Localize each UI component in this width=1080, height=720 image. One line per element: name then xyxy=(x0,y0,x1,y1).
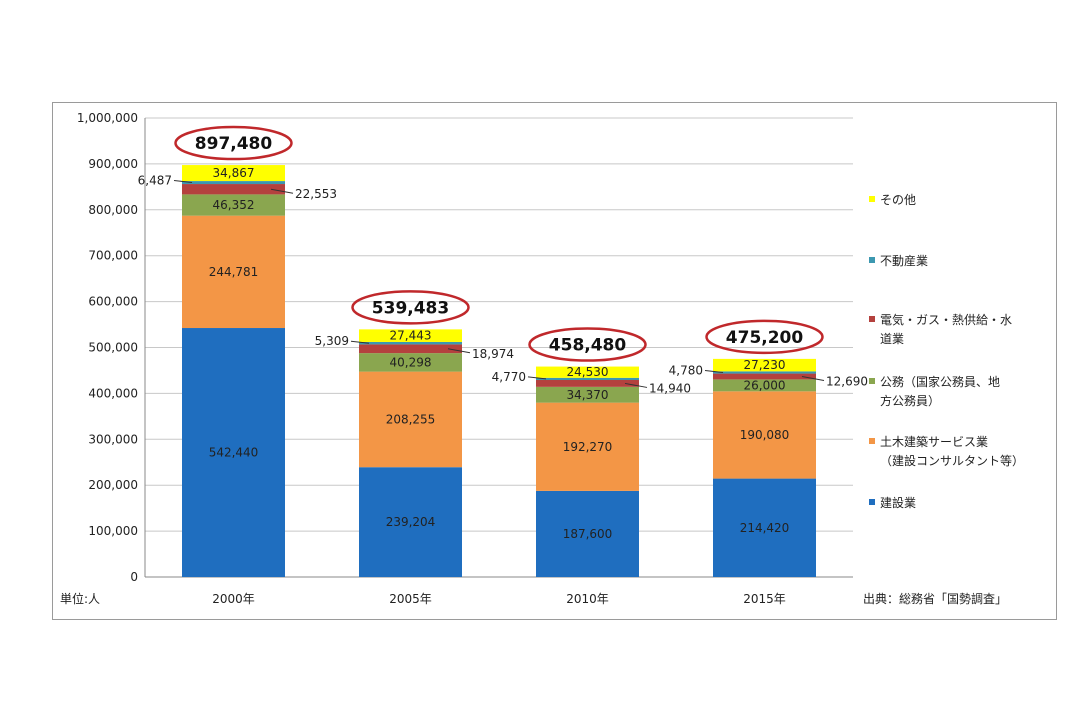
data-label: 46,352 xyxy=(213,198,255,212)
total-label: 475,200 xyxy=(726,328,804,348)
data-label: 190,080 xyxy=(740,428,790,442)
total-label: 897,480 xyxy=(195,134,273,154)
bar-segment xyxy=(713,379,816,392)
data-label: 5,309 xyxy=(315,334,349,348)
bar-segment xyxy=(182,215,285,329)
data-label: 24,530 xyxy=(567,365,609,379)
x-tick-label: 2005年 xyxy=(389,592,432,606)
bar-segment xyxy=(182,184,285,195)
bar-segment xyxy=(359,353,462,372)
bar-segment xyxy=(359,467,462,577)
leader-line xyxy=(801,375,825,381)
y-tick-label: 200,000 xyxy=(88,478,138,492)
bar-segment xyxy=(536,402,639,491)
legend-label: 公務（国家公務員、地 xyxy=(880,374,1000,389)
leader-line xyxy=(173,180,193,184)
bar-segment xyxy=(536,380,639,387)
x-tick-label: 2000年 xyxy=(212,592,255,606)
total-circle xyxy=(351,290,470,325)
y-tick-label: 300,000 xyxy=(88,432,138,446)
data-label: 239,204 xyxy=(386,515,436,529)
bar-segment xyxy=(182,328,285,577)
y-tick-label: 700,000 xyxy=(88,249,138,263)
data-label: 244,781 xyxy=(209,265,259,279)
data-label: 192,270 xyxy=(563,440,613,454)
data-label: 34,867 xyxy=(213,166,255,180)
bar-segment xyxy=(713,391,816,479)
data-label: 27,443 xyxy=(390,329,432,343)
bar-segment xyxy=(359,329,462,342)
y-tick-label: 800,000 xyxy=(88,203,138,217)
bar-segment xyxy=(182,194,285,216)
bar-segment xyxy=(182,181,285,185)
legend-swatch xyxy=(869,438,875,444)
legend-swatch xyxy=(869,196,875,202)
total-circle xyxy=(705,319,824,355)
bar-segment xyxy=(359,341,462,345)
legend-label: 建設業 xyxy=(880,495,916,510)
bar-segment xyxy=(536,490,639,577)
bar-segment xyxy=(713,373,816,380)
data-label: 34,370 xyxy=(567,388,609,402)
total-label: 539,483 xyxy=(372,298,449,318)
data-label: 214,420 xyxy=(740,521,790,535)
data-label: 22,553 xyxy=(295,187,337,201)
leader-line xyxy=(624,382,648,388)
bar-segment xyxy=(359,371,462,468)
legend-swatch xyxy=(869,257,875,263)
data-label: 4,780 xyxy=(669,363,703,377)
data-label: 6,487 xyxy=(138,174,172,188)
bar-segment xyxy=(536,386,639,403)
legend-label: （建設コンサルタント等） xyxy=(880,453,1024,468)
legend-label: 道業 xyxy=(880,332,904,346)
data-label: 26,000 xyxy=(744,378,786,392)
legend-swatch xyxy=(869,499,875,505)
legend-label: その他 xyxy=(880,193,916,207)
data-label: 40,298 xyxy=(390,355,432,369)
y-tick-label: 1,000,000 xyxy=(77,111,138,125)
leader-line xyxy=(527,376,547,380)
unit-label: 単位:人 xyxy=(60,591,100,606)
source-note: 出典：総務省「国勢調査」 xyxy=(863,591,1007,606)
leader-line xyxy=(270,188,294,194)
legend-label: 電気・ガス・熱供給・水 xyxy=(880,312,1012,327)
data-label: 12,690 xyxy=(826,374,868,388)
legend-label: 方公務員） xyxy=(880,393,940,408)
bar-segment xyxy=(713,358,816,372)
bar-segment xyxy=(536,366,639,378)
data-label: 208,255 xyxy=(386,412,436,426)
legend-label: 土木建築サービス業 xyxy=(880,434,988,449)
y-tick-label: 400,000 xyxy=(88,386,138,400)
data-label: 187,600 xyxy=(563,527,613,541)
y-tick-label: 600,000 xyxy=(88,295,138,309)
data-label: 18,974 xyxy=(472,347,514,361)
y-tick-label: 100,000 xyxy=(88,524,138,538)
bar-segment xyxy=(713,478,816,577)
x-tick-label: 2015年 xyxy=(743,592,786,606)
data-label: 542,440 xyxy=(209,446,259,460)
leader-line xyxy=(350,340,370,344)
x-tick-label: 2010年 xyxy=(566,592,609,606)
leader-line xyxy=(704,369,724,373)
leader-line xyxy=(447,348,471,354)
data-label: 27,230 xyxy=(744,358,786,372)
data-label: 4,770 xyxy=(492,370,526,384)
y-tick-label: 900,000 xyxy=(88,157,138,171)
total-circle xyxy=(528,327,647,362)
legend-label: 不動産業 xyxy=(880,253,928,268)
data-label: 14,940 xyxy=(649,381,691,395)
bar-segment xyxy=(713,371,816,374)
legend-swatch xyxy=(869,316,875,322)
legend-swatch xyxy=(869,378,875,384)
y-tick-label: 0 xyxy=(130,570,138,584)
bar-segment xyxy=(359,344,462,354)
y-tick-label: 500,000 xyxy=(88,341,138,355)
total-label: 458,480 xyxy=(549,336,627,356)
bar-segment xyxy=(536,377,639,381)
bar-segment xyxy=(182,165,285,182)
total-circle xyxy=(174,125,293,161)
